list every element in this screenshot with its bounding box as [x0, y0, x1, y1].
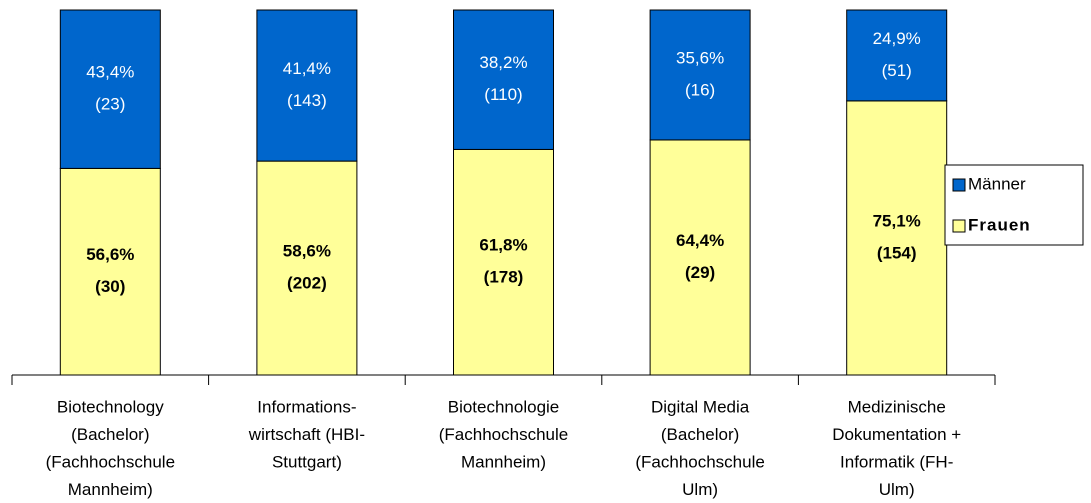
x-tick-label: Ulm)	[682, 480, 718, 499]
x-tick-label: Biotechnologie	[448, 397, 560, 416]
bar-segment	[59, 167, 161, 376]
value-label: 35,6%	[676, 48, 724, 67]
bar-segment	[846, 100, 948, 376]
legend-label: Frauen	[968, 215, 1031, 234]
legend-marker	[952, 178, 966, 192]
count-label: (23)	[95, 95, 125, 114]
value-label: 75,1%	[873, 211, 921, 230]
count-label: (30)	[95, 277, 125, 296]
value-label: 58,6%	[283, 242, 331, 261]
bar-segment	[846, 9, 948, 102]
x-tick-label: wirtschaft (HBI-	[248, 425, 365, 444]
count-label: (143)	[287, 91, 327, 110]
x-tick-label: Dokumentation +	[832, 425, 961, 444]
count-label: (202)	[287, 274, 327, 293]
x-tick-label: Mannheim)	[461, 452, 546, 471]
x-tick-label: (Bachelor)	[661, 425, 739, 444]
value-label: 61,8%	[479, 236, 527, 255]
x-tick-label: Medizinische	[848, 397, 946, 416]
bar-segment	[453, 148, 554, 376]
bar-segment	[453, 9, 554, 150]
count-label: (178)	[484, 268, 524, 287]
count-label: (110)	[484, 85, 522, 104]
count-label: (51)	[882, 61, 912, 80]
count-label: (29)	[685, 263, 715, 282]
count-label: (16)	[685, 80, 715, 99]
bar-segment	[256, 160, 358, 376]
value-label: 64,4%	[676, 231, 724, 250]
bar-segment	[256, 9, 358, 162]
x-tick-label: (Bachelor)	[71, 425, 149, 444]
x-tick-label: Ulm)	[879, 480, 915, 499]
x-tick-label: Stuttgart)	[272, 452, 342, 471]
value-label: 43,4%	[86, 63, 134, 82]
x-tick-label: Informations-	[257, 397, 356, 416]
x-tick-label: (Fachhochschule	[635, 452, 764, 471]
value-label: 41,4%	[283, 59, 331, 78]
x-tick-label: Biotechnology	[57, 397, 164, 416]
x-tick-label: Informatik (FH-	[840, 452, 953, 471]
value-label: 24,9%	[873, 29, 921, 48]
bar-segment	[649, 139, 751, 376]
value-label: 38,2%	[479, 53, 527, 72]
legend-box	[944, 164, 1084, 246]
x-tick-label: (Fachhochschule	[46, 452, 175, 471]
bar-segment	[649, 9, 751, 141]
value-label: 56,6%	[86, 245, 134, 264]
x-tick-label: (Fachhochschule	[439, 425, 568, 444]
legend-label: Männer	[968, 174, 1026, 193]
legend-marker	[952, 219, 966, 233]
x-tick-label: Mannheim)	[68, 480, 153, 499]
x-tick-label: Digital Media	[651, 397, 750, 416]
bar-segment	[59, 9, 161, 169]
count-label: (154)	[877, 243, 917, 262]
